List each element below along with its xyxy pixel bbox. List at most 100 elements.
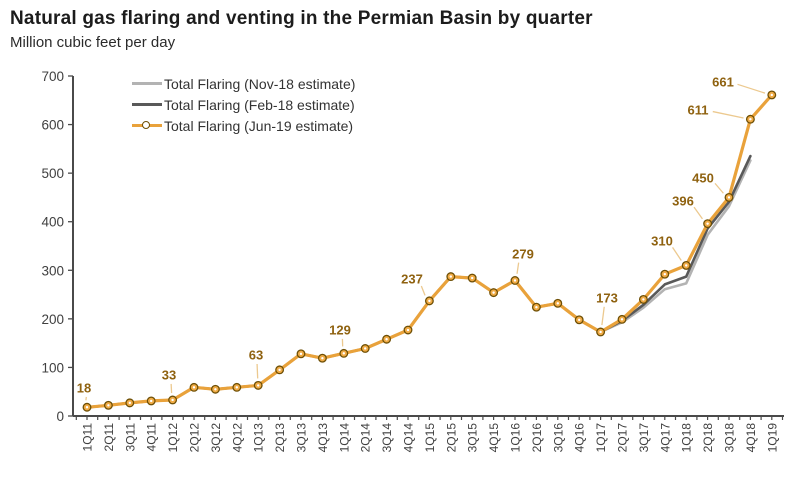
- data-point-marker-center: [556, 302, 559, 305]
- legend-line-sample-jun19: [132, 115, 162, 136]
- data-point-marker-center: [235, 386, 238, 389]
- x-tick-label: 1Q14: [337, 423, 351, 453]
- y-tick-label: 700: [41, 69, 64, 84]
- annotation-leader: [714, 182, 724, 194]
- data-point-marker-center: [492, 291, 495, 294]
- data-point-marker-center: [342, 352, 345, 355]
- x-tick-label: 3Q16: [551, 423, 565, 453]
- data-point-marker-center: [513, 279, 517, 282]
- x-tick-label: 4Q18: [744, 423, 758, 453]
- annotation-label: 450: [692, 171, 714, 186]
- x-tick-label: 1Q12: [166, 423, 180, 453]
- data-point-marker-center: [214, 388, 217, 391]
- chart-legend: Total Flaring (Nov-18 estimate) Total Fl…: [132, 73, 355, 136]
- x-tick-label: 4Q13: [316, 423, 330, 453]
- legend-label-feb18: Total Flaring (Feb-18 estimate): [164, 96, 355, 113]
- annotation-label: 237: [401, 272, 423, 287]
- x-tick-label: 4Q12: [230, 423, 244, 453]
- annotation-leader: [601, 306, 605, 326]
- x-tick-label: 3Q18: [723, 423, 737, 453]
- annotation-leader: [693, 206, 703, 220]
- x-tick-label: 1Q13: [252, 423, 266, 453]
- x-tick-label: 3Q12: [209, 423, 223, 453]
- data-point-marker-center: [535, 306, 538, 309]
- x-tick-label: 2Q13: [273, 423, 287, 453]
- data-point-marker-center: [192, 386, 196, 389]
- x-tick-label: 4Q16: [573, 423, 587, 453]
- x-tick-label: 4Q17: [658, 423, 672, 453]
- data-point-marker-center: [642, 298, 645, 301]
- chart-title: Natural gas flaring and venting in the P…: [10, 8, 593, 29]
- annotation-label: 611: [688, 103, 709, 118]
- y-tick-label: 300: [41, 263, 64, 278]
- legend-item-nov18: Total Flaring (Nov-18 estimate): [132, 73, 355, 94]
- x-tick-label: 4Q11: [145, 423, 159, 452]
- data-point-marker-center: [321, 357, 324, 360]
- y-tick-label: 400: [41, 215, 64, 230]
- annotation-label: 279: [512, 247, 534, 262]
- data-point-marker-center: [364, 347, 367, 350]
- data-point-marker-center: [706, 222, 709, 225]
- annotation-label: 129: [329, 323, 351, 338]
- annotation-label: 63: [249, 348, 263, 363]
- annotation-leader: [712, 110, 744, 119]
- x-tick-label: 2Q17: [616, 423, 630, 453]
- annotation-label: 173: [596, 291, 618, 306]
- legend-marker-icon: [142, 120, 150, 129]
- y-tick-label: 600: [41, 118, 64, 133]
- data-point-marker-center: [257, 384, 260, 387]
- x-tick-label: 2Q18: [701, 423, 715, 453]
- data-point-marker-center: [428, 299, 431, 303]
- x-tick-label: 4Q15: [487, 423, 501, 453]
- data-point-marker-center: [406, 328, 410, 332]
- x-tick-label: 2Q12: [188, 423, 202, 453]
- x-tick-label: 2Q16: [530, 423, 544, 453]
- y-tick-label: 0: [56, 409, 64, 424]
- data-point-marker-center: [171, 398, 174, 402]
- x-tick-label: 2Q14: [359, 423, 373, 453]
- x-tick-label: 4Q14: [402, 423, 416, 453]
- legend-item-jun19: Total Flaring (Jun-19 estimate): [132, 115, 355, 136]
- annotation-label: 396: [672, 194, 694, 209]
- data-point-marker-center: [599, 330, 602, 334]
- legend-line-sample-feb18: [132, 94, 162, 115]
- x-tick-label: 2Q11: [102, 423, 116, 452]
- legend-label-jun19: Total Flaring (Jun-19 estimate): [164, 117, 354, 134]
- legend-line-sample-nov18: [132, 73, 162, 94]
- chart-subtitle: Million cubic feet per day: [10, 34, 176, 51]
- data-point-marker-center: [278, 368, 281, 372]
- data-point-marker-center: [685, 264, 688, 267]
- x-tick-label: 3Q15: [466, 423, 480, 453]
- legend-label-nov18: Total Flaring (Nov-18 estimate): [164, 75, 356, 92]
- annotation-label: 310: [651, 234, 673, 249]
- y-tick-label: 100: [41, 360, 64, 375]
- x-tick-label: 1Q18: [680, 423, 694, 453]
- annotation-leader: [672, 247, 682, 261]
- data-point-marker-center: [578, 318, 581, 322]
- x-tick-label: 3Q17: [637, 423, 651, 453]
- data-point-marker-center: [107, 404, 110, 407]
- series-line-2: [85, 93, 774, 409]
- data-point-marker-center: [471, 276, 474, 280]
- y-tick-label: 500: [41, 166, 64, 181]
- x-tick-label: 3Q14: [380, 423, 394, 453]
- annotation-label: 33: [162, 368, 176, 383]
- data-point-marker-center: [749, 118, 752, 121]
- y-tick-label: 200: [41, 312, 64, 327]
- legend-item-feb18: Total Flaring (Feb-18 estimate): [132, 94, 355, 115]
- data-point-marker-center: [128, 401, 131, 405]
- x-tick-label: 1Q16: [509, 423, 523, 453]
- data-point-marker-center: [449, 275, 452, 278]
- data-point-marker-center: [727, 196, 731, 199]
- annotation-leader: [516, 262, 520, 274]
- x-tick-label: 3Q11: [123, 423, 137, 452]
- x-tick-label: 1Q17: [594, 423, 608, 453]
- data-point-marker-center: [385, 338, 388, 341]
- x-tick-label: 1Q11: [81, 423, 95, 452]
- annotation-label: 18: [77, 381, 91, 396]
- data-point-marker-center: [620, 318, 624, 321]
- data-point-marker-center: [663, 272, 666, 276]
- x-tick-label: 3Q13: [295, 423, 309, 453]
